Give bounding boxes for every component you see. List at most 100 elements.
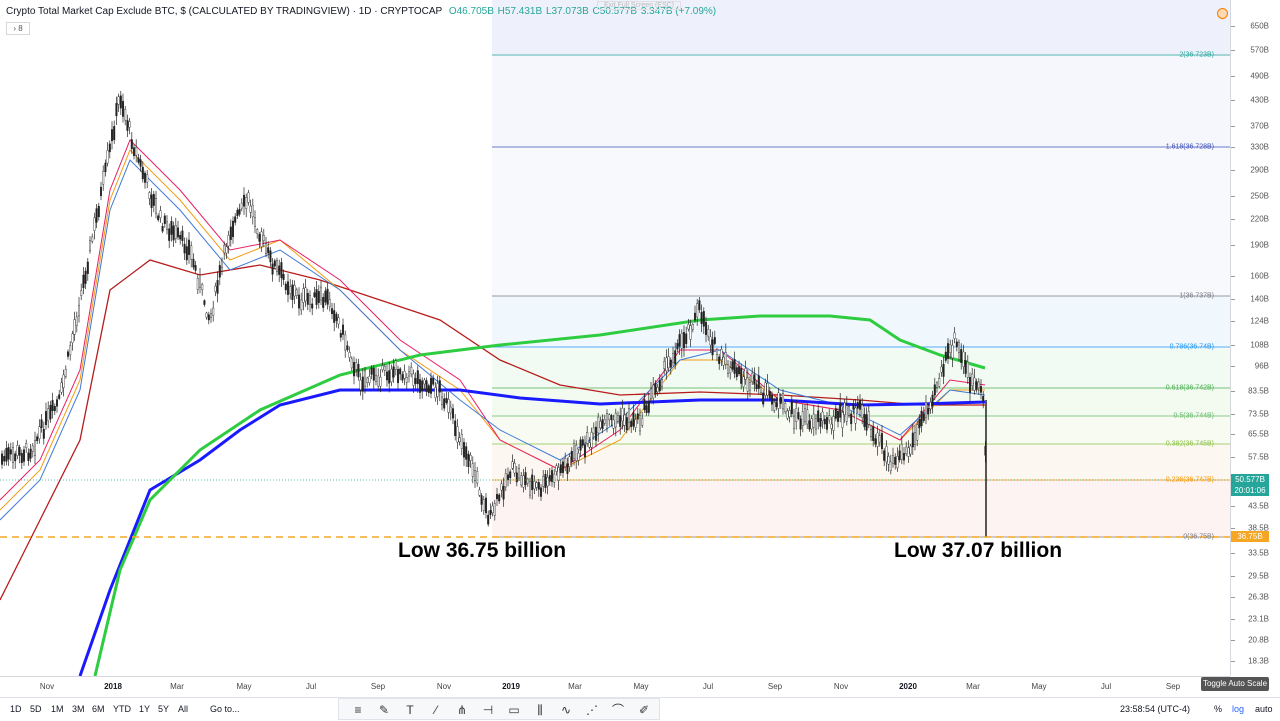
candle-body [132,147,135,156]
symbol-title[interactable]: Crypto Total Market Cap Exclude BTC, $ (… [6,6,443,17]
candle-body [192,258,195,268]
ma-green-line[interactable] [93,314,986,676]
price-chart[interactable] [0,0,1230,676]
range-button-6m[interactable]: 6M [92,704,105,714]
price-tick-mark [1231,553,1235,554]
drawing-toolbar: ≡ ✎ T ⁄ ⋔ ⊣ ▭ ⫼ ∿ ⋰ ⌒ ✐ [338,698,660,720]
chart-area[interactable] [0,0,1230,676]
range-button-all[interactable]: All [178,704,189,714]
range-button-3m[interactable]: 3M [72,704,85,714]
horizontal-ray-icon[interactable]: ⊣ [482,703,494,717]
candle-body [148,192,151,199]
candle-body [876,432,879,447]
candle-body [357,363,360,378]
candle-body [278,265,281,275]
fan-icon[interactable]: ⋰ [586,703,598,717]
text-icon[interactable]: T [406,703,414,717]
candle-body [201,284,204,290]
candle-body [410,366,413,375]
candle-body [982,396,985,402]
candle-body [887,456,890,465]
candle-body [907,447,910,457]
candle-body [766,382,769,396]
candle-body [493,503,496,516]
candle-body [403,370,406,379]
candle-body [768,390,771,399]
price-tick-label: 23.1B [1248,614,1269,624]
candle-body [322,297,325,308]
price-tick-label: 29.5B [1248,571,1269,581]
ma-darkred-line[interactable] [0,259,985,601]
range-button-1d[interactable]: 1D [10,704,22,714]
candle-body [110,129,113,142]
candle-body [929,401,932,410]
auto-toggle[interactable]: auto [1255,704,1273,714]
candle-body [38,426,41,440]
candle-body [179,234,182,240]
trendline-icon[interactable]: ⁄ [434,703,437,717]
time-tick-label: Sep [370,682,386,691]
candle-body [84,270,87,284]
candle-body [588,442,591,448]
price-tick-mark [1231,345,1235,346]
candle-body [361,376,364,392]
candle-body [716,349,719,356]
candle-body [317,291,320,303]
exit-fullscreen-hint[interactable]: Exit Full Screen (ESC) [597,1,682,10]
candle-body [553,473,556,483]
candle-body [51,400,54,411]
range-button-5d[interactable]: 5D [30,704,42,714]
percent-toggle[interactable]: % [1214,704,1223,714]
candle-body [702,311,705,327]
clock[interactable]: 23:58:54 (UTC-4) [1120,704,1191,714]
candle-body [342,324,345,335]
candle-body [265,243,268,254]
candle-body [788,410,791,418]
fork-icon[interactable]: ⋔ [456,703,468,717]
candle-body [176,227,179,238]
candle-body [187,239,190,255]
candle-body [874,438,877,445]
candle-body [460,433,463,449]
price-axis[interactable]: 650B 570B 490B 430B 370B 330B 290B 250B 220B 190B… [1230,0,1280,676]
candle-body [724,352,727,365]
candle-body [513,462,516,474]
candle-body [212,307,215,316]
candle-body [128,121,131,128]
range-button-1m[interactable]: 1M [51,704,64,714]
range-button-5y[interactable]: 5Y [158,704,170,714]
candle-body [113,126,116,141]
candle-body [731,361,734,370]
range-button-ytd[interactable]: YTD [113,704,131,714]
candle-body [504,473,507,488]
time-tick-label: May [633,682,649,691]
alert-dot-icon[interactable] [1217,8,1228,19]
candle-body [942,363,945,377]
candle-body [390,368,393,383]
ma-pink-line[interactable] [0,139,986,501]
time-tick-label: Nov [436,682,452,691]
candle-body [214,285,217,292]
brush-icon[interactable]: ✐ [638,703,650,717]
goto-button[interactable]: Go to... [210,704,240,714]
time-tick-label: May [1031,682,1047,691]
horizontal-lines-icon[interactable]: ≡ [354,703,362,717]
candle-body [300,299,303,311]
candle-body [614,412,617,428]
candle-body [795,408,798,423]
pencil-icon[interactable]: ✎ [378,703,390,717]
bars-icon[interactable]: ⫼ [537,703,543,717]
ma-blue-light-line[interactable] [0,159,986,521]
candle-body [669,359,672,368]
wave-icon[interactable]: ∿ [560,703,572,717]
range-button-1y[interactable]: 1Y [139,704,151,714]
fib-zone [492,348,1230,388]
time-axis[interactable]: Nov 2018 Mar May Jul Sep Nov 2019 Mar May Jul Sep No… [0,676,1230,697]
price-tick-mark [1231,50,1235,51]
candle-body [489,510,492,515]
curve-icon[interactable]: ⌒ [611,703,624,717]
candle-body [135,147,138,156]
rectangle-icon[interactable]: ▭ [508,703,520,717]
log-toggle[interactable]: log [1232,704,1245,714]
indicators-collapse-button[interactable]: › 8 [6,22,30,35]
